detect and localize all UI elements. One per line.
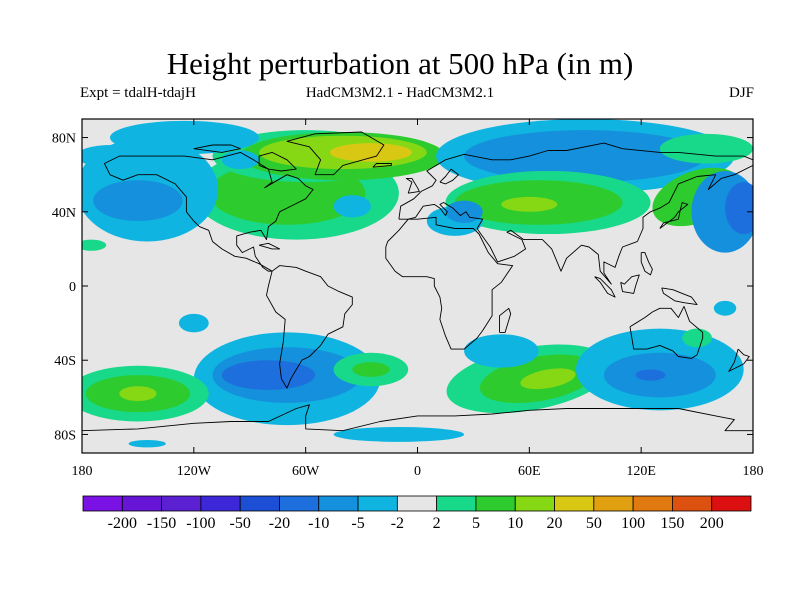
contour-region-40 xyxy=(333,427,465,442)
contour-region-21 xyxy=(445,200,483,223)
latitude-axis: 80N 40N 0 40S 80S xyxy=(52,132,753,443)
colorbar-label: -50 xyxy=(230,515,251,532)
contour-region-5 xyxy=(329,143,412,162)
contour-region-43 xyxy=(713,300,737,316)
contour-region-42 xyxy=(178,313,209,333)
colorbar-swatch xyxy=(318,495,359,512)
coastline-16 xyxy=(372,163,392,168)
contour-fills xyxy=(82,119,753,448)
experiment-label: Expt = tdalH-tdajH xyxy=(80,85,196,101)
lat-tick-label: 0 xyxy=(69,280,76,295)
lon-tick-label: 120W xyxy=(177,464,212,479)
coastline-4 xyxy=(385,216,514,350)
contour-region-31 xyxy=(352,362,390,377)
coastline-7 xyxy=(405,177,420,194)
colorbar-swatch xyxy=(200,495,241,512)
coastline-3 xyxy=(398,142,753,285)
coastline-19 xyxy=(439,168,459,185)
colorbar-label: -20 xyxy=(269,515,290,532)
coastline-8 xyxy=(659,202,689,229)
contour-region-22 xyxy=(333,195,371,218)
lon-tick-label: 60E xyxy=(518,464,541,479)
contour-region-38 xyxy=(464,334,539,368)
coastline-12 xyxy=(499,307,512,333)
contour-region-37 xyxy=(635,369,666,381)
lon-tick-label: 180 xyxy=(72,464,93,479)
contour-region-12 xyxy=(464,130,707,183)
map-title: Height perturbation at 500 hPa (in m) xyxy=(166,46,634,81)
coastline-6 xyxy=(82,404,753,432)
contour-region-41 xyxy=(128,440,166,448)
lon-tick-label: 120E xyxy=(626,464,656,479)
contour-region-8 xyxy=(109,120,260,155)
contour-region-19 xyxy=(725,182,753,235)
colorbar-swatch xyxy=(436,495,477,512)
colorbar-label: 50 xyxy=(586,515,602,532)
lon-tick-label: 0 xyxy=(414,464,421,479)
coastlines xyxy=(82,131,753,432)
coastline-15 xyxy=(193,144,241,153)
coastline-18 xyxy=(640,252,653,276)
colorbar-swatch xyxy=(279,495,320,512)
colorbar-label: -5 xyxy=(351,515,364,532)
contour-region-7 xyxy=(93,180,183,222)
colorbar-swatch xyxy=(711,495,752,512)
colorbar-swatch xyxy=(357,495,398,512)
lon-tick-label: 180 xyxy=(743,464,764,479)
coastline-5 xyxy=(629,305,704,359)
contour-region-29 xyxy=(119,386,157,402)
model-comparison-label: HadCM3M2.1 - HadCM3M2.1 xyxy=(305,85,495,101)
colorbar-label: 10 xyxy=(507,515,523,532)
lat-tick-label: 80S xyxy=(54,428,76,443)
coastline-9 xyxy=(594,276,616,298)
colorbar-swatch xyxy=(161,495,202,512)
coastline-1 xyxy=(266,265,353,389)
colorbar-swatch xyxy=(239,495,280,512)
colorbar-swatch xyxy=(514,495,555,512)
colorbar-swatch xyxy=(82,495,123,512)
colorbar-swatch xyxy=(632,495,673,512)
contour-region-23 xyxy=(82,239,107,251)
contour-region-13 xyxy=(659,133,753,164)
colorbar-label: -100 xyxy=(186,515,215,532)
colorbar-swatch xyxy=(554,495,595,512)
contour-region-26 xyxy=(221,360,315,390)
colorbar-swatch xyxy=(396,495,438,512)
colorbar-label: 150 xyxy=(660,515,684,532)
colorbar-label: -150 xyxy=(147,515,176,532)
colorbar-label: 200 xyxy=(700,515,724,532)
contour-region-9 xyxy=(82,144,144,168)
colorbar-swatch xyxy=(593,495,634,512)
colorbar-label: -200 xyxy=(108,515,137,532)
colorbar-label: -2 xyxy=(391,515,404,532)
lon-tick-label: 60W xyxy=(292,464,320,479)
colorbar-swatch xyxy=(475,495,516,512)
colorbar-label: 5 xyxy=(472,515,480,532)
colorbar-label: 100 xyxy=(621,515,645,532)
lat-tick-label: 40N xyxy=(52,206,76,221)
colorbar-swatch xyxy=(672,495,713,512)
coastline-0 xyxy=(103,151,314,272)
colorbar-label: 20 xyxy=(547,515,563,532)
colorbar-swatch xyxy=(121,495,162,512)
contour-region-16 xyxy=(501,196,558,212)
lat-tick-label: 40S xyxy=(54,354,76,369)
coastline-2 xyxy=(286,131,385,176)
colorbar: -200 -150 -100 -50 -20 -10 -5 -2 2 5 10 20 50 100 150 2… xyxy=(82,495,752,532)
coastline-11 xyxy=(661,287,698,306)
colorbar-label: -10 xyxy=(308,515,329,532)
coastline-14 xyxy=(258,151,297,172)
coastline-10 xyxy=(620,274,640,294)
contour-region-39 xyxy=(682,328,712,348)
coastline-17 xyxy=(258,242,281,250)
lat-tick-label: 80N xyxy=(52,132,76,147)
longitude-axis: 180 120W 60W 0 60E 120E 180 xyxy=(72,119,764,479)
coastline-13 xyxy=(728,348,750,372)
contour-region-34 xyxy=(520,368,576,390)
season-label: DJF xyxy=(728,85,754,101)
colorbar-label: 2 xyxy=(433,515,441,532)
